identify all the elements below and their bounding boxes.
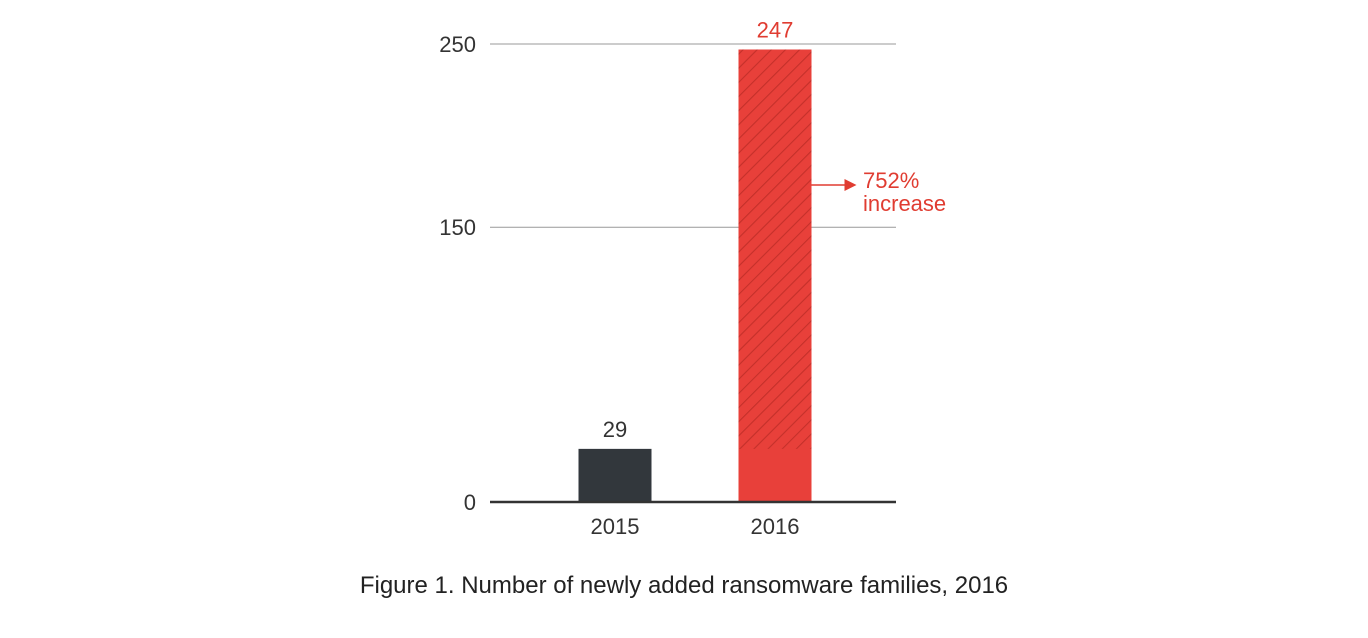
- figure-caption: Figure 1. Number of newly added ransomwa…: [359, 572, 1009, 599]
- gridlines: [490, 43, 896, 228]
- annotation-word: increase: [863, 191, 946, 216]
- annotation-percent: 752%: [863, 168, 919, 193]
- bar-2015: [578, 448, 652, 502]
- value-label-2015: 29: [603, 417, 627, 442]
- value-label-2016: 247: [757, 17, 794, 42]
- x-tick-label-2015: 2015: [591, 514, 640, 539]
- bar-increase-hatch: [738, 49, 812, 449]
- increase-annotation: 752% increase: [811, 168, 946, 216]
- y-tick-label: 250: [439, 32, 476, 57]
- y-tick-label: 0: [464, 490, 476, 515]
- bar-2016: [738, 49, 812, 502]
- labels: 0 150 250 29 2015 247 2016: [439, 17, 799, 539]
- y-tick-label: 150: [439, 215, 476, 240]
- bars: [578, 49, 812, 502]
- x-tick-label-2016: 2016: [751, 514, 800, 539]
